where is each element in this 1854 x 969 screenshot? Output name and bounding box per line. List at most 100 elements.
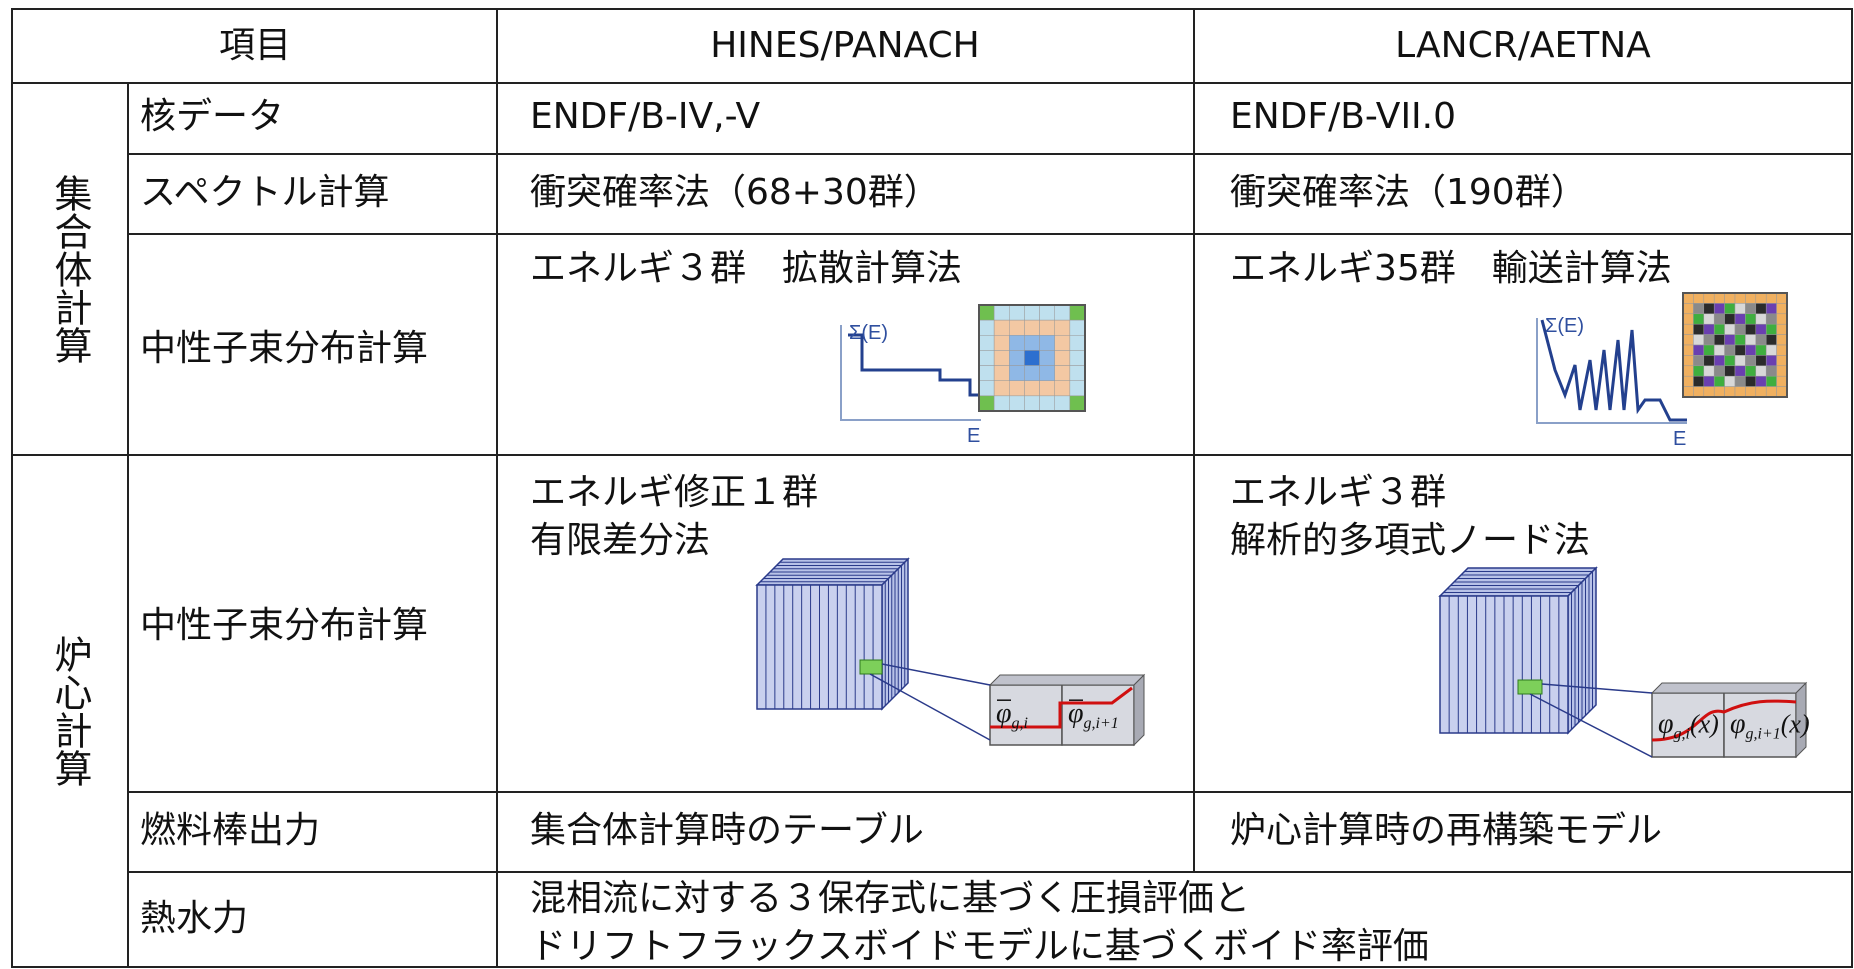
phi-sub: g,i+1: [1746, 726, 1781, 743]
lancr-cell: エネルギ35群 輸送計算法: [1230, 248, 1672, 289]
assembly-cell: [1776, 355, 1788, 367]
assembly-cell: [1693, 365, 1705, 377]
assembly-cell: [1024, 319, 1040, 336]
assembly-cell: [993, 335, 1010, 351]
assembly-cell: [1069, 380, 1086, 397]
zoom-line: [1541, 683, 1653, 694]
flux-curve: [1651, 699, 1797, 742]
assembly-cell: [1776, 344, 1788, 356]
assembly-cell: [1069, 365, 1086, 381]
lancr-cell: 解析的多項式ノード法: [1230, 520, 1590, 561]
assembly-cell: [1024, 380, 1040, 397]
table-lines: [11, 8, 1853, 968]
hines-cell: エネルギ修正１群: [530, 472, 818, 513]
energy-label: E: [1673, 428, 1686, 450]
assembly-cell: [1682, 334, 1694, 346]
phi-sub: g,i: [1674, 726, 1690, 743]
assembly-cell: [1755, 303, 1767, 315]
assembly-cell: [1039, 319, 1055, 336]
item-cell: 核データ: [140, 96, 284, 137]
assembly-cell: [1693, 386, 1705, 398]
flux-curve: [990, 686, 1133, 729]
lancr-cell: エネルギ３群: [1230, 472, 1446, 513]
assembly-cell: [1682, 386, 1694, 398]
assembly-cell: [1713, 344, 1725, 356]
assembly-cell: [1039, 395, 1055, 412]
table-border: [11, 8, 1853, 968]
assembly-cell: [1745, 323, 1757, 335]
group-label: 集合体計算: [48, 174, 92, 364]
assembly-cell: [1069, 319, 1086, 336]
assembly-cell: [1703, 375, 1715, 387]
assembly-cell: [1024, 395, 1040, 412]
lancr-cell: 衝突確率法（190群）: [1230, 172, 1587, 213]
assembly-cell: [1009, 319, 1025, 336]
assembly-cell: [1693, 303, 1705, 315]
assembly-cell: [1755, 375, 1767, 387]
assembly-cell: [1009, 395, 1025, 412]
assembly-cell: [1765, 344, 1777, 356]
hines-cell: 有限差分法: [530, 520, 710, 561]
assembly-cell: [1724, 323, 1736, 335]
assembly-cell: [978, 365, 995, 381]
assembly-cell: [1734, 334, 1746, 346]
assembly-cell: [978, 350, 995, 366]
assembly-cell: [1745, 365, 1757, 377]
assembly-cell: [1693, 292, 1705, 304]
assembly-cell: [1024, 365, 1040, 381]
assembly-cell: [1776, 334, 1788, 346]
assembly-cell: [1009, 380, 1025, 397]
assembly-cell: [1713, 355, 1725, 367]
assembly-cell: [1765, 313, 1777, 325]
common-cell: ドリフトフラックスボイドモデルに基づくボイド率評価: [530, 926, 1429, 967]
node-top: [988, 674, 1146, 686]
assembly-cell: [1776, 365, 1788, 377]
assembly-cell: [1776, 323, 1788, 335]
assembly-cell: [1039, 304, 1055, 321]
assembly-cell: [1054, 365, 1071, 381]
item-cell: 中性子束分布計算: [140, 605, 428, 646]
assembly-cell: [1693, 313, 1705, 325]
assembly-cell: [1776, 375, 1788, 387]
phi-sub: g,i: [1012, 715, 1028, 732]
lancr-cell: 炉心計算時の再構築モデル: [1230, 810, 1662, 851]
assembly-cell: [993, 365, 1010, 381]
assembly-cell: [978, 335, 995, 351]
assembly-cell: [993, 350, 1010, 366]
assembly-cell: [1069, 335, 1086, 351]
node-label: φg,i: [996, 698, 1028, 732]
assembly-cell: [1713, 292, 1725, 304]
assembly-cell: [993, 380, 1010, 397]
header-cell: LANCR/AETNA: [1395, 25, 1651, 66]
assembly-cell: [1745, 386, 1757, 398]
item-cell: 中性子束分布計算: [140, 328, 428, 369]
assembly-cell: [1724, 355, 1736, 367]
assembly-cell: [1734, 323, 1746, 335]
assembly-cell: [1009, 335, 1025, 351]
node-label: φg,i+1: [1068, 698, 1119, 732]
assembly-cell: [1682, 355, 1694, 367]
assembly-cell: [1713, 375, 1725, 387]
assembly-cell: [1703, 323, 1715, 335]
zoom-line: [869, 673, 991, 741]
assembly-cell: [1745, 355, 1757, 367]
assembly-cell: [1703, 344, 1715, 356]
assembly-cell: [1765, 386, 1777, 398]
assembly-cell: [1039, 380, 1055, 397]
assembly-cell: [1713, 365, 1725, 377]
common-cell: 混相流に対する３保存式に基づく圧損評価と: [530, 878, 1250, 919]
assembly-cell: [1724, 292, 1736, 304]
assembly-cell: [1703, 303, 1715, 315]
phi: φ: [1658, 709, 1674, 740]
assembly-cell: [1069, 395, 1086, 412]
assembly-cell: [1024, 350, 1040, 366]
assembly-cell: [1069, 350, 1086, 366]
node-marker: [859, 659, 883, 675]
assembly-cell: [1724, 313, 1736, 325]
assembly-cell: [1765, 365, 1777, 377]
node-box: [1651, 692, 1725, 758]
assembly-cell: [1724, 303, 1736, 315]
assembly-cell: [1765, 292, 1777, 304]
group-label: 炉心計算: [48, 635, 92, 787]
assembly-cell: [1682, 313, 1694, 325]
